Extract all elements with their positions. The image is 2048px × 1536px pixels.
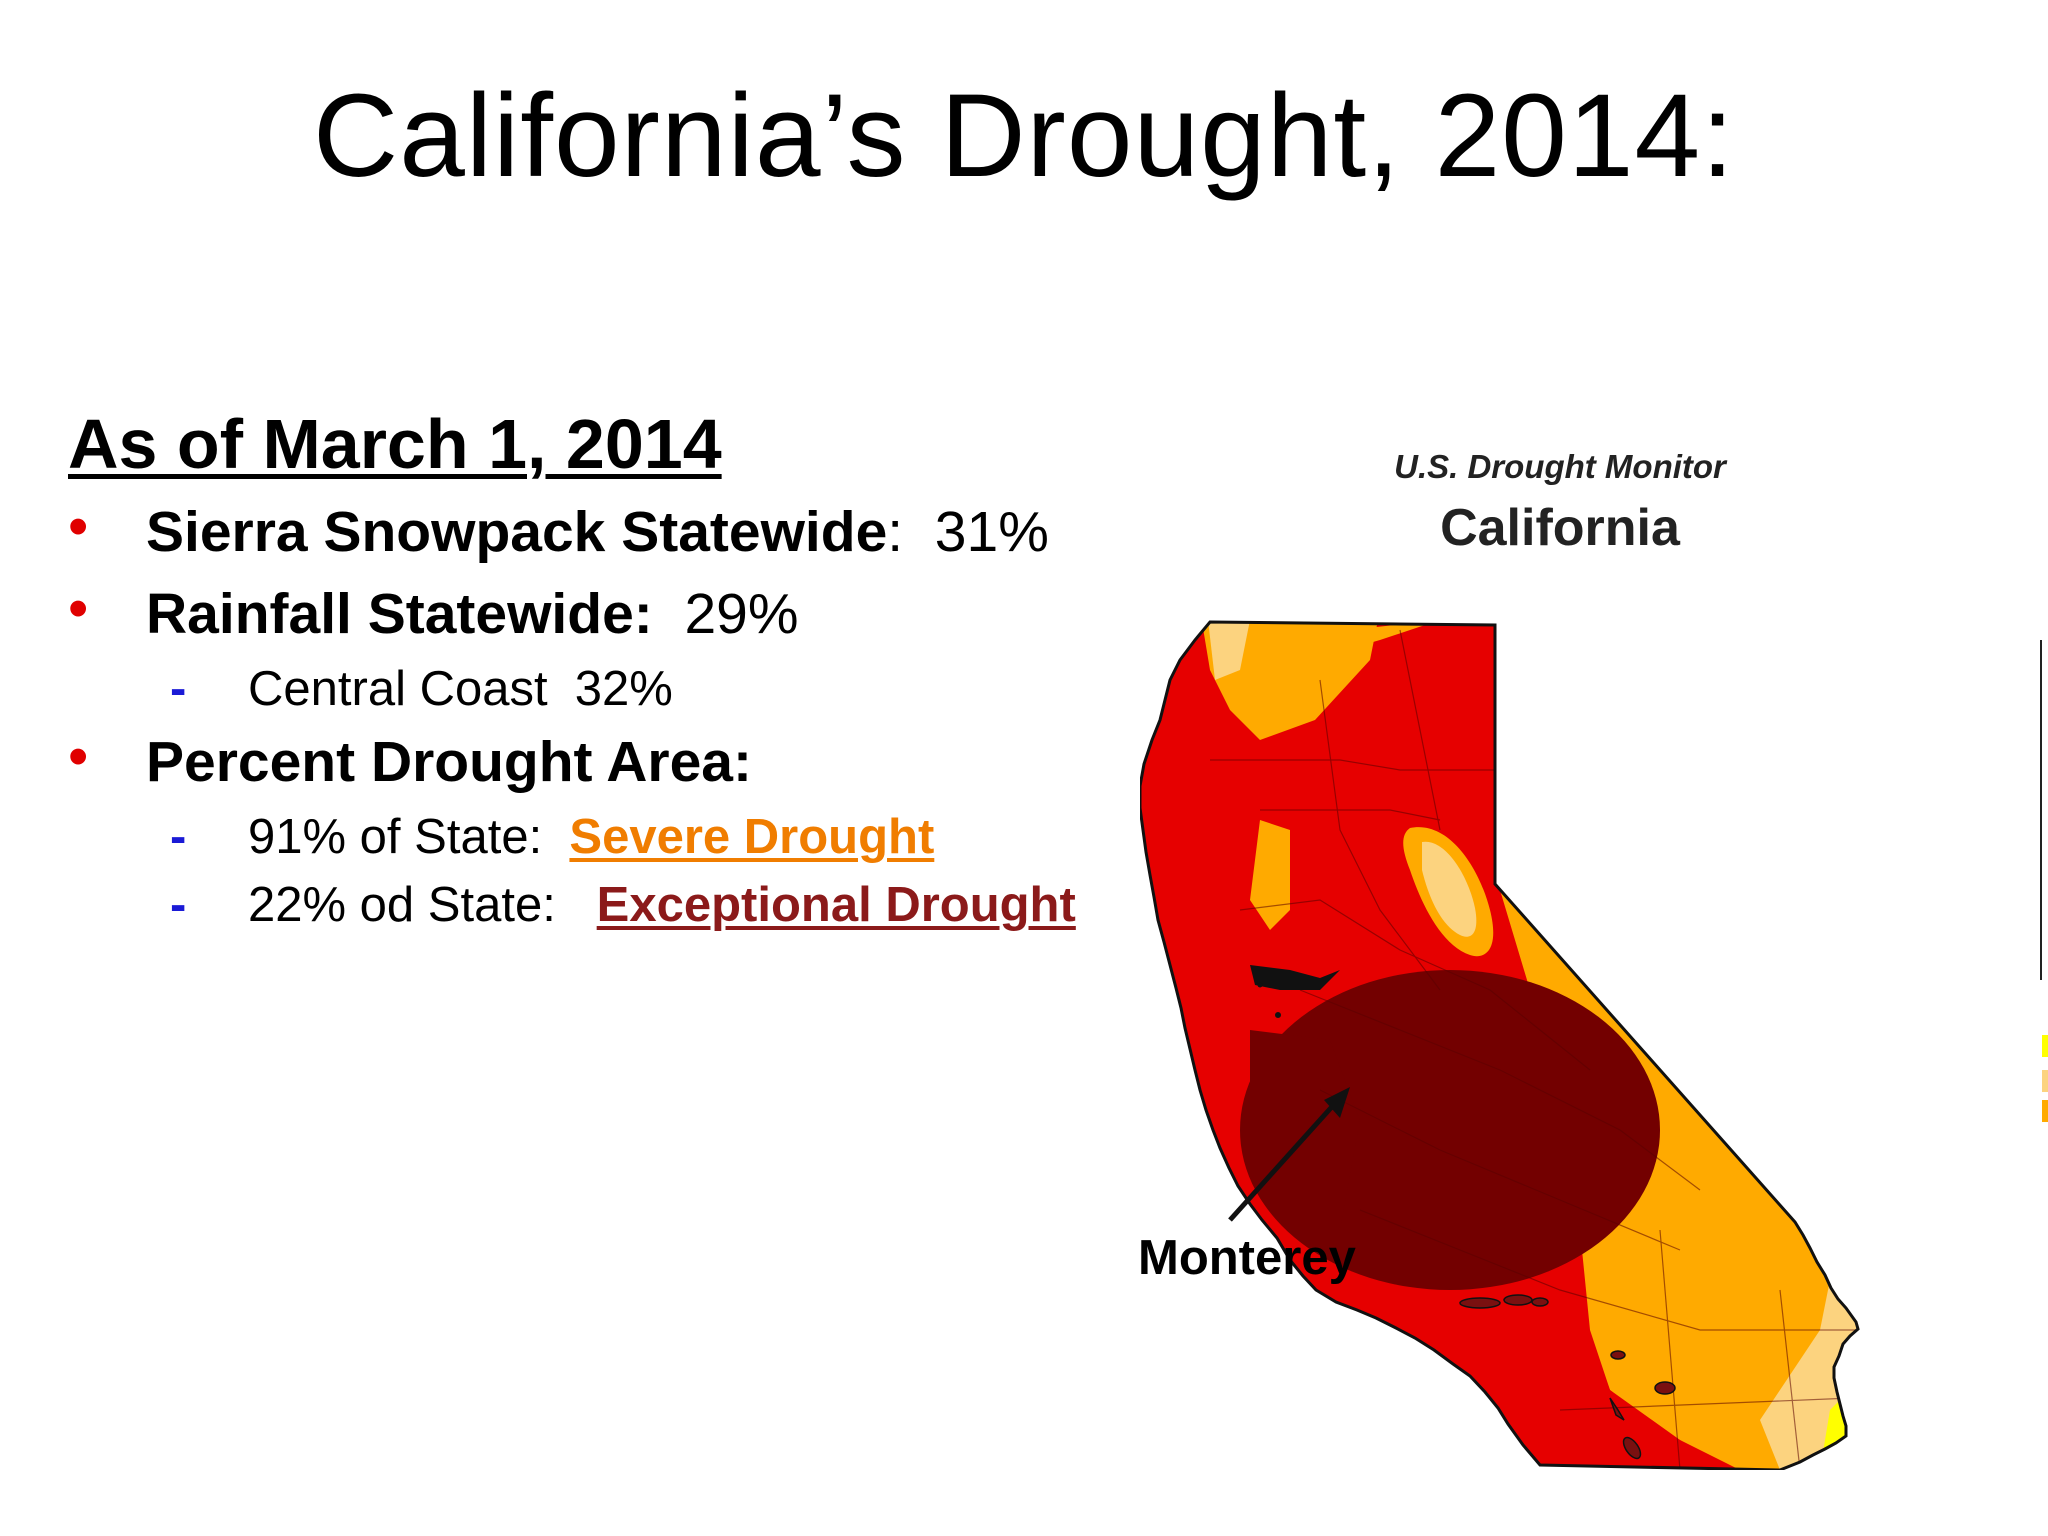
rainfall-value: 29% <box>652 582 799 646</box>
sf-bay <box>1250 965 1340 990</box>
as-of-heading: As of March 1, 2014 <box>68 405 722 483</box>
map-islet <box>1275 1012 1281 1018</box>
central-coast-text: Central Coast 32% <box>248 662 673 716</box>
legend-swatch-moderate <box>2042 1070 2048 1092</box>
severe-prefix: 91% of State: <box>248 810 570 864</box>
monterey-arrowhead <box>1324 1087 1350 1118</box>
severe-drought-link[interactable]: Severe Drought <box>569 810 935 864</box>
legend-swatch-dry <box>2042 1035 2048 1057</box>
monterey-arrow <box>1228 1098 1340 1222</box>
map-moderate-nw <box>1208 622 1250 680</box>
bullet-dot-icon: • <box>68 494 89 559</box>
dash-icon: - <box>170 662 187 716</box>
map-dry-se <box>1820 1240 1858 1470</box>
snowpack-sep: : <box>887 500 904 564</box>
california-drought-map <box>1140 620 1860 1470</box>
legend-frame-edge <box>2040 640 2048 980</box>
map-severe-coast <box>1250 820 1290 930</box>
exceptional-drought-link[interactable]: Exceptional Drought <box>596 878 1076 932</box>
monterey-label: Monterey <box>1138 1231 1356 1285</box>
map-exceptional-core <box>1240 970 1660 1290</box>
slide-title: California’s Drought, 2014: <box>313 70 1735 202</box>
bullet-dot-icon: • <box>68 724 89 789</box>
drought-area-label: Percent Drought Area: <box>146 730 752 794</box>
drought-monitor-title: U.S. Drought Monitor <box>1394 448 1726 485</box>
dash-icon: - <box>170 810 187 864</box>
dash-icon: - <box>170 878 187 932</box>
rainfall-label: Rainfall Statewide: <box>146 582 653 646</box>
map-severe-ne <box>1310 622 1440 660</box>
map-islet <box>1257 982 1263 988</box>
channel-islands <box>1459 1294 1676 1460</box>
snowpack-label: Sierra Snowpack Statewide <box>146 500 888 564</box>
california-outline <box>1140 620 1860 1470</box>
bullet-dot-icon: • <box>68 576 89 641</box>
map-state-name: California <box>1440 499 1680 557</box>
exceptional-prefix: 22% od State: <box>248 878 597 932</box>
map-exceptional-coast <box>1250 1030 1360 1230</box>
map-moderate-central-inner <box>1422 841 1477 937</box>
county-lines <box>1210 629 1858 1470</box>
snowpack-value: 31% <box>903 500 1049 564</box>
legend-swatch-severe <box>2042 1100 2048 1122</box>
